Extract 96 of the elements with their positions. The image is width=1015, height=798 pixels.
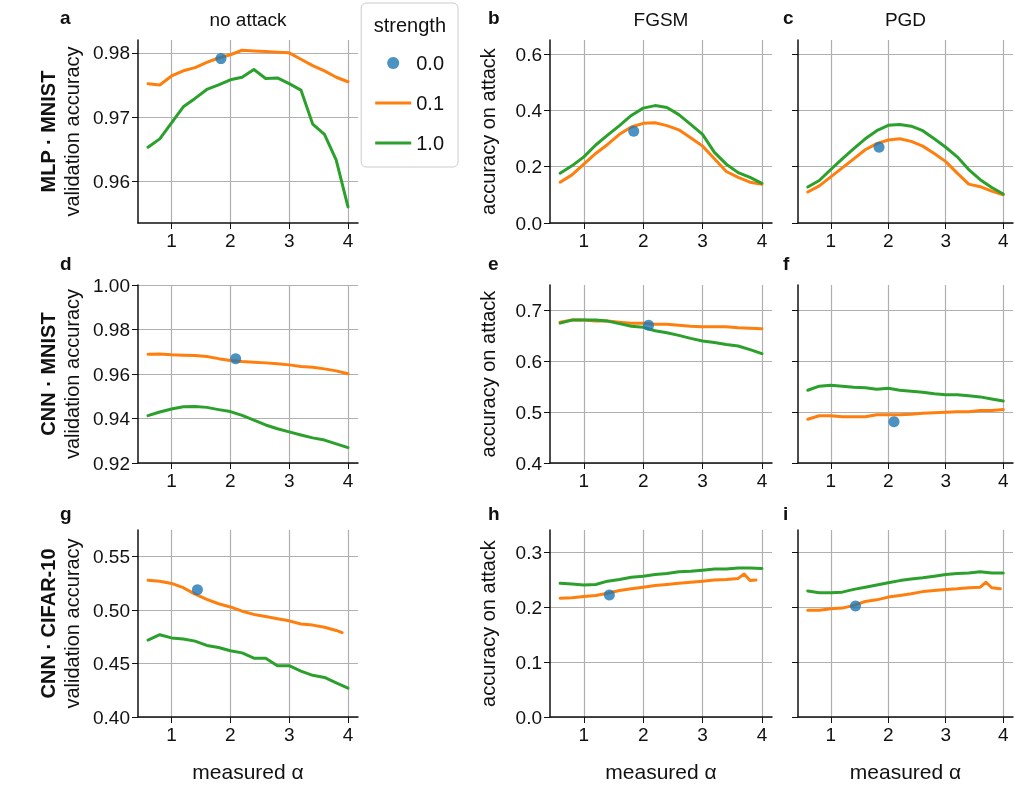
x-tick-label: 1 bbox=[578, 230, 590, 251]
text: c bbox=[783, 7, 794, 28]
x-tick-label: 2 bbox=[225, 230, 236, 251]
x-tick-label: 4 bbox=[756, 470, 768, 491]
x-tick-label: 4 bbox=[342, 230, 354, 251]
y-tick-label: 0.6 bbox=[515, 43, 542, 65]
text: h bbox=[488, 503, 500, 524]
y-tick-label: 0.94 bbox=[93, 408, 131, 429]
y-tick-label: 0.55 bbox=[93, 546, 130, 568]
legend-label: 0.1 bbox=[416, 92, 445, 114]
x-tick-label: 4 bbox=[997, 230, 1009, 251]
line-series bbox=[558, 566, 764, 587]
x-tick-label: 1 bbox=[166, 230, 177, 251]
y-axis-title: accuracy on attack bbox=[477, 539, 499, 707]
line-series bbox=[558, 104, 764, 185]
x-tick-label: 4 bbox=[997, 724, 1009, 745]
x-tick-label: 2 bbox=[637, 230, 649, 251]
x-tick-label: 3 bbox=[697, 470, 708, 491]
x-tick-label: 2 bbox=[225, 470, 236, 491]
x-tick-label: 3 bbox=[283, 230, 295, 251]
y-tick-label: 0.40 bbox=[93, 706, 130, 728]
y-tick-label: 0.92 bbox=[93, 452, 130, 474]
y-tick-label: 0.2 bbox=[515, 596, 542, 618]
x-tick-label: 1 bbox=[825, 724, 837, 745]
y-axis-title: CNN · CIFAR-10 validation accuracy bbox=[37, 538, 83, 709]
x-axis-title: measured α bbox=[849, 760, 962, 783]
y-tick-label: 0.0 bbox=[515, 706, 542, 728]
line-series bbox=[558, 121, 764, 186]
y-tick-label: 0.96 bbox=[93, 170, 130, 192]
x-tick-label: 3 bbox=[283, 470, 295, 491]
x-tick-label: 3 bbox=[940, 724, 952, 745]
y-tick-label: 1.00 bbox=[93, 274, 130, 296]
y-tick-label: 0.98 bbox=[93, 42, 130, 64]
y-axis-title: accuracy on attack bbox=[477, 289, 499, 458]
text: f bbox=[783, 253, 790, 274]
text: b bbox=[488, 7, 500, 28]
line-series bbox=[146, 404, 350, 450]
x-tick-label: 2 bbox=[882, 230, 894, 251]
x-tick-label: 3 bbox=[697, 230, 708, 251]
y-tick-label: 0.3 bbox=[515, 541, 542, 563]
x-tick-label: 1 bbox=[825, 470, 837, 491]
x-tick-label: 4 bbox=[997, 470, 1009, 491]
chart-title: FGSM bbox=[633, 9, 689, 30]
y-tick-label: 0.1 bbox=[515, 651, 542, 673]
x-tick-label: 3 bbox=[940, 470, 952, 491]
y-tick-label: 0.50 bbox=[93, 599, 130, 621]
y-tick-label: 0.7 bbox=[515, 299, 542, 321]
x-tick-label: 4 bbox=[756, 724, 768, 745]
y-tick-label: 0.98 bbox=[93, 319, 130, 340]
y-tick-label: 0.0 bbox=[515, 212, 542, 234]
text: a bbox=[60, 7, 71, 28]
x-tick-label: 4 bbox=[342, 470, 354, 491]
text: d bbox=[60, 253, 72, 274]
x-tick-label: 4 bbox=[756, 230, 768, 251]
x-tick-label: 3 bbox=[697, 724, 708, 745]
y-tick-label: 0.6 bbox=[515, 350, 542, 372]
x-tick-label: 1 bbox=[578, 470, 590, 491]
x-tick-label: 3 bbox=[283, 724, 295, 745]
chart-title: PGD bbox=[884, 9, 927, 30]
x-axis-title: measured α bbox=[605, 760, 717, 783]
y-tick-label: 0.4 bbox=[515, 99, 543, 121]
legend-label: 1.0 bbox=[416, 132, 445, 154]
line-series bbox=[146, 68, 350, 209]
y-tick-label: 0.96 bbox=[93, 363, 130, 385]
text: g bbox=[60, 503, 72, 524]
y-tick-label: 0.4 bbox=[515, 452, 543, 474]
x-axis-title: measured α bbox=[192, 760, 304, 783]
legend-label: 0.0 bbox=[416, 52, 445, 74]
x-tick-label: 2 bbox=[882, 724, 894, 745]
y-tick-label: 0.97 bbox=[93, 106, 130, 128]
x-tick-label: 1 bbox=[166, 470, 177, 491]
y-tick-label: 0.2 bbox=[515, 156, 542, 178]
text: i bbox=[783, 503, 789, 524]
line-series bbox=[146, 578, 344, 635]
text: e bbox=[488, 253, 499, 274]
x-tick-label: 1 bbox=[825, 230, 837, 251]
x-tick-label: 3 bbox=[940, 230, 952, 251]
y-axis-title: CNN · MNIST validation accuracy bbox=[37, 288, 83, 460]
x-tick-label: 2 bbox=[637, 470, 649, 491]
line-series bbox=[146, 633, 350, 690]
y-tick-label: 0.45 bbox=[93, 653, 130, 675]
x-tick-label: 1 bbox=[578, 724, 590, 745]
chart-title: no attack bbox=[209, 9, 288, 30]
x-tick-label: 1 bbox=[166, 724, 177, 745]
y-axis-title: MLP · MNIST validation accuracy bbox=[37, 46, 83, 217]
line-series bbox=[146, 48, 350, 87]
line-series bbox=[558, 572, 758, 600]
line-series bbox=[558, 318, 764, 356]
y-axis-title: accuracy on attack bbox=[477, 47, 499, 215]
line-series bbox=[146, 352, 350, 376]
x-tick-label: 2 bbox=[882, 470, 894, 491]
legend-title: strength bbox=[373, 14, 446, 36]
x-tick-label: 4 bbox=[342, 724, 354, 745]
x-tick-label: 2 bbox=[637, 724, 649, 745]
y-tick-label: 0.5 bbox=[515, 401, 542, 423]
x-tick-label: 2 bbox=[225, 724, 236, 745]
